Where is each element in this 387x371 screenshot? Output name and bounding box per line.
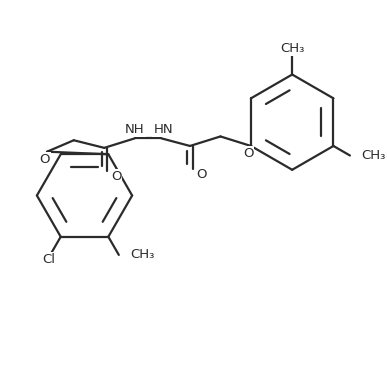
Text: HN: HN bbox=[154, 123, 173, 136]
Text: O: O bbox=[197, 168, 207, 181]
Text: O: O bbox=[111, 170, 122, 183]
Text: NH: NH bbox=[125, 123, 144, 136]
Text: Cl: Cl bbox=[42, 253, 55, 266]
Text: CH₃: CH₃ bbox=[130, 249, 155, 262]
Text: O: O bbox=[39, 153, 50, 166]
Text: CH₃: CH₃ bbox=[280, 42, 305, 55]
Text: O: O bbox=[243, 147, 253, 160]
Text: CH₃: CH₃ bbox=[361, 149, 386, 162]
